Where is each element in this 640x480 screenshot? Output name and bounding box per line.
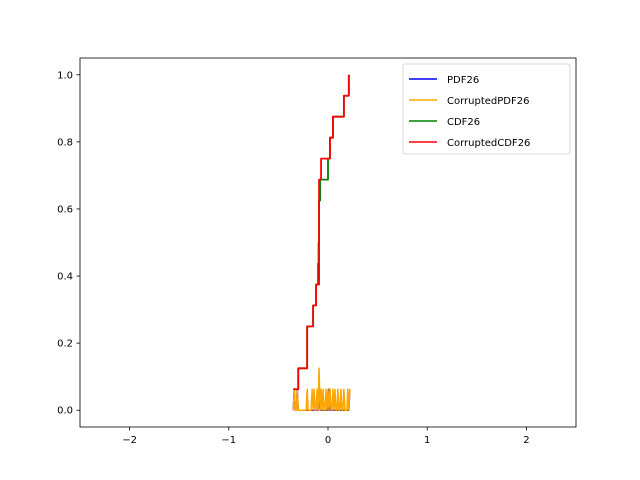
legend-label: CDF26 (447, 117, 480, 128)
y-tick-label: 1.0 (57, 70, 73, 81)
y-tick-label: 0.8 (57, 137, 73, 148)
x-tick-label: 2 (523, 435, 529, 446)
x-axis: −2 −1 0 1 2 (122, 427, 530, 446)
y-tick-label: 0.2 (57, 339, 73, 350)
series-line-corruptedpdf26 (292, 367, 351, 411)
legend: PDF26 CorruptedPDF26 CDF26 CorruptedCDF26 (402, 63, 571, 155)
legend-label: CorruptedCDF26 (447, 138, 530, 149)
x-tick-label: 0 (325, 435, 331, 446)
series-layer (292, 74, 351, 411)
legend-box (402, 63, 571, 155)
y-axis: 0.0 0.2 0.4 0.6 0.8 1.0 (57, 70, 80, 417)
legend-label: CorruptedPDF26 (447, 96, 529, 107)
x-tick-label: −2 (122, 435, 137, 446)
series-line-corruptedcdf26 (293, 74, 350, 391)
y-tick-label: 0.4 (57, 272, 73, 283)
y-tick-label: 0.6 (57, 204, 73, 215)
y-tick-label: 0.0 (57, 406, 73, 417)
x-tick-label: −1 (221, 435, 236, 446)
legend-label: PDF26 (447, 75, 479, 86)
x-tick-label: 1 (424, 435, 430, 446)
